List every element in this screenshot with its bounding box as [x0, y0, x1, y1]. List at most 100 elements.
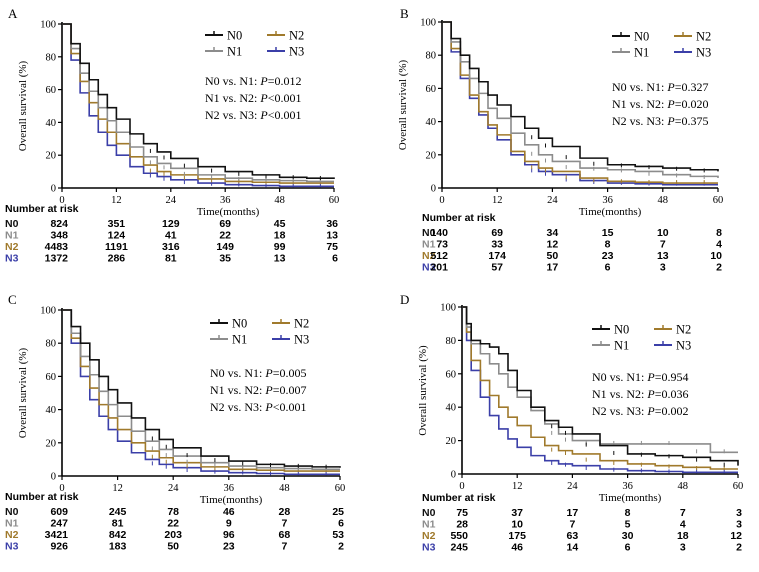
panel-c-risk-row-label-n0: N0 — [5, 506, 19, 518]
panel-b-risk-cell-n2: 13 — [657, 250, 669, 262]
panel-d-risk-cell-n2: 30 — [622, 530, 634, 542]
panel-a-risk-row-label-n1: N1 — [5, 230, 19, 242]
panel-d-x-tick-label: 24 — [567, 481, 578, 492]
panel-b-risk-cell-n0: 8 — [716, 227, 722, 239]
panel-c-pvalue-comparison: N1 vs. N2: — [210, 383, 265, 397]
panel-a-risk-cell-n1: 348 — [50, 230, 68, 242]
panel-a-pvalue-line: N1 vs. N2: P<0.001 — [205, 91, 301, 105]
panel-d-pvalue-comparison: N0 vs. N1: — [592, 370, 647, 384]
panel-d-curve-n2 — [462, 306, 738, 470]
panel-d-risk-table-title: Number at risk — [422, 492, 496, 504]
km-chart-a: A 0 20 40 60 80 100 0 12 24 36 48 60 Time(months) Over… — [5, 6, 339, 265]
panel-d-x-tick-label: 48 — [678, 481, 689, 492]
panel-c-legend-label-n2: N2 — [294, 317, 309, 331]
panel-b-risk-cell-n0: 10 — [657, 227, 669, 239]
panel-b-risk-cell-n1: 4 — [716, 239, 722, 251]
panel-c-y-axis-title: Overall survival (%) — [17, 347, 29, 438]
panel-b-pvalue-value: =0.020 — [675, 97, 709, 111]
panel-c-legend-label-n0: N0 — [232, 317, 247, 331]
panel-b-risk-cell-n1: 73 — [436, 239, 448, 251]
panel-d-risk-cell-n3: 14 — [567, 542, 579, 554]
panel-c-y-tick-label: 60 — [46, 372, 57, 383]
panel-b-pvalue-comparison: N1 vs. N2: — [612, 97, 667, 111]
panel-a-risk-cell-n2: 4483 — [45, 241, 69, 253]
panel-b-pvalue-symbol: P — [666, 114, 675, 128]
panel-c-pvalue-value: <0.001 — [273, 400, 307, 414]
panel-a-y-tick-label: 20 — [46, 151, 57, 162]
panel-a-risk-cell-n1: 22 — [219, 230, 231, 242]
panel-a-pvalue-value: <0.001 — [268, 91, 302, 105]
panel-c-risk-row-label-n3: N3 — [5, 541, 19, 553]
panel-b-risk-cell-n0: 34 — [547, 227, 559, 239]
panel-b-legend-label-n2: N2 — [696, 30, 711, 44]
panel-b-panel-letter: B — [400, 6, 409, 21]
panel-d-risk-cell-n1: 4 — [680, 519, 686, 531]
panel-b-y-axis-title: Overall survival (%) — [397, 59, 409, 150]
panel-a-risk-cell-n1: 41 — [165, 230, 177, 242]
panel-d-risk-cell-n0: 3 — [736, 507, 742, 519]
panel-c-risk-cell-n3: 23 — [223, 541, 235, 553]
panel-d-risk-cell-n2: 175 — [508, 530, 526, 542]
panel-c-risk-cell-n0: 25 — [332, 506, 344, 518]
panel-d-risk-cell-n1: 5 — [625, 519, 631, 531]
panel-a-risk-cell-n2: 316 — [162, 241, 180, 253]
panel-b-legend-label-n0: N0 — [634, 30, 649, 44]
panel-d-curve-n0 — [462, 306, 739, 466]
panel-c-risk-row-label-n1: N1 — [5, 518, 19, 530]
panel-a-x-tick-label: 48 — [274, 195, 285, 206]
panel-c-risk-cell-n3: 183 — [109, 541, 127, 553]
panel-d-risk-cell-n1: 10 — [511, 519, 523, 531]
panel-c-risk-cell-n3: 2 — [338, 541, 344, 553]
panel-a-risk-cell-n0: 45 — [274, 218, 286, 230]
panel-d-risk-cell-n3: 3 — [680, 542, 686, 554]
panel-a-pvalue-line: N0 vs. N1: P=0.012 — [205, 74, 301, 88]
panel-c-risk-cell-n0: 245 — [109, 506, 127, 518]
panel-a-x-tick-label: 24 — [166, 195, 177, 206]
panel-c-risk-cell-n1: 7 — [281, 518, 287, 530]
panel-c-risk-cell-n0: 28 — [279, 506, 291, 518]
panel-d-risk-row-label-n1: N1 — [422, 519, 436, 531]
panel-b-curve-n0 — [442, 21, 719, 172]
panel-d-pvalue-line: N0 vs. N1: P=0.954 — [592, 370, 688, 384]
panel-a-x-tick-label: 12 — [111, 195, 122, 206]
panel-b-x-axis-title: Time(months) — [579, 206, 642, 218]
panel-a-legend-label-n3: N3 — [289, 45, 304, 59]
panel-d-y-tick-label: 60 — [446, 369, 457, 380]
panel-b-pvalue-comparison: N2 vs. N3: — [612, 114, 667, 128]
panel-d-y-tick-label: 20 — [446, 436, 457, 447]
panel-a-risk-cell-n2: 149 — [216, 241, 234, 253]
panel-b-pvalue-line: N0 vs. N1: P=0.327 — [612, 80, 708, 94]
panel-b-risk-row-label-n2: N2 — [422, 250, 436, 262]
panel-c-pvalue-symbol: P — [264, 400, 273, 414]
panel-c-pvalue-comparison: N2 vs. N3: — [210, 400, 265, 414]
km-chart-c: C 0 20 40 60 80 100 0 12 24 36 48 60 Time(months) Over… — [5, 292, 345, 553]
panel-d-risk-cell-n2: 63 — [567, 530, 579, 542]
panel-c-pvalue-symbol: P — [264, 383, 273, 397]
panel-b-risk-row-label-n1: N1 — [422, 239, 436, 251]
panel-a-y-tick-label: 100 — [40, 20, 56, 31]
panel-b-y-tick-label: 40 — [426, 117, 437, 128]
panel-b-risk-table-title: Number at risk — [422, 212, 496, 224]
panel-b-legend-label-n3: N3 — [696, 46, 711, 60]
panel-c-risk-cell-n2: 3421 — [45, 529, 69, 541]
panel-c-pvalue-line: N0 vs. N1: P=0.005 — [210, 366, 306, 380]
panel-b-pvalue-symbol: P — [666, 97, 675, 111]
panel-b-pvalue-line: N1 vs. N2: P=0.020 — [612, 97, 708, 111]
panel-b-x-tick-label: 60 — [713, 195, 724, 206]
panel-c-risk-cell-n0: 46 — [223, 506, 235, 518]
panel-c-y-tick-label: 100 — [40, 306, 56, 317]
panel-d-legend-label-n2: N2 — [676, 323, 691, 337]
panel-a-pvalue-symbol: P — [259, 108, 268, 122]
panel-c-risk-cell-n1: 81 — [112, 518, 124, 530]
panel-b-pvalue-value: =0.375 — [675, 114, 709, 128]
panel-b-risk-cell-n1: 33 — [491, 239, 503, 251]
panel-c-x-tick-label: 0 — [59, 483, 64, 494]
panel-d-pvalue-comparison: N2 vs. N3: — [592, 404, 647, 418]
panel-d-risk-cell-n2: 18 — [677, 530, 689, 542]
panel-d-risk-cell-n2: 12 — [730, 530, 742, 542]
panel-c-y-tick-label: 40 — [46, 405, 57, 416]
panel-b-risk-cell-n2: 512 — [430, 250, 448, 262]
panel-c-x-axis-title: Time(months) — [200, 494, 263, 506]
panel-b-x-tick-label: 36 — [602, 195, 613, 206]
